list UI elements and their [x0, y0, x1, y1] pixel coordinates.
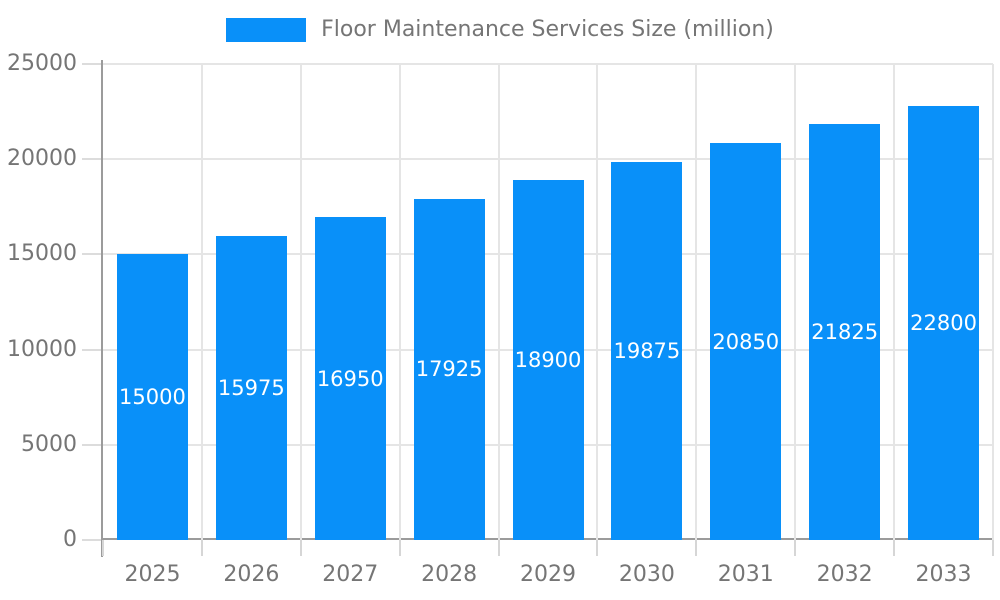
- bar-2027[interactable]: [314, 217, 386, 540]
- bar-2031[interactable]: [710, 143, 782, 540]
- gridline-vertical: [794, 64, 797, 540]
- bar-value-label: 15000: [119, 385, 186, 410]
- x-axis-tick-label: 2033: [915, 562, 972, 587]
- legend-label: Floor Maintenance Services Size (million…: [321, 17, 774, 42]
- bar-2028[interactable]: [413, 198, 485, 540]
- y-axis-tick-label: 20000: [7, 146, 77, 172]
- gridline-horizontal: [103, 63, 993, 65]
- bar-value-label: 17925: [415, 357, 483, 382]
- gridline-vertical: [596, 64, 599, 540]
- x-axis-tick: [794, 540, 797, 556]
- x-axis-tick: [596, 540, 599, 556]
- bar-value-label: 20850: [712, 329, 780, 354]
- y-axis-tick: [82, 443, 101, 446]
- x-axis-tick: [102, 540, 104, 556]
- bar-value-label: 15975: [217, 375, 285, 400]
- gridline-vertical: [200, 64, 203, 540]
- x-axis-tick: [497, 540, 500, 556]
- x-axis-tick-label: 2026: [223, 562, 280, 587]
- y-axis-tick: [82, 539, 101, 541]
- bar-2029[interactable]: [512, 180, 584, 540]
- bar-value-label: 19875: [613, 338, 681, 363]
- x-axis-tick: [893, 540, 896, 556]
- x-axis-tick-label: 2030: [618, 562, 675, 587]
- y-axis-tick-label: 15000: [7, 241, 77, 267]
- legend-swatch: [226, 17, 307, 42]
- x-axis-tick-label: 2032: [816, 562, 873, 587]
- x-axis-tick-label: 2025: [124, 562, 181, 587]
- y-axis-tick-label: 25000: [7, 51, 77, 76]
- y-axis-line: [101, 60, 103, 557]
- x-axis-tick-label: 2028: [421, 562, 478, 587]
- y-axis-tick: [82, 253, 101, 256]
- x-axis-tick-label: 2027: [322, 562, 379, 587]
- x-axis-tick: [992, 540, 994, 556]
- gridline-vertical: [893, 64, 896, 540]
- plot-area: 0 5000 10000 15000 20000 25000 15000 2025 15975 2…: [7, 51, 994, 587]
- gridline-vertical: [398, 64, 401, 540]
- x-axis-tick: [299, 540, 302, 556]
- bar-2032[interactable]: [809, 124, 881, 540]
- x-axis-tick: [398, 540, 401, 556]
- y-axis-tick: [82, 348, 101, 351]
- y-axis-tick: [82, 158, 101, 161]
- y-axis-tick-label: 5000: [21, 431, 77, 457]
- x-axis-tick-label: 2029: [520, 562, 576, 587]
- x-axis-tick: [200, 540, 203, 556]
- x-axis-tick: [695, 540, 698, 556]
- y-axis-tick-label: 0: [63, 527, 77, 552]
- bar-value-label: 16950: [316, 366, 384, 391]
- gridline-vertical: [695, 64, 698, 540]
- gridline-vertical: [299, 64, 302, 540]
- x-axis-tick-label: 2031: [717, 562, 774, 587]
- gridline-horizontal: [103, 158, 993, 161]
- bar-value-label: 22800: [910, 310, 977, 335]
- bar-2030[interactable]: [611, 161, 683, 540]
- bar-value-label: 18900: [514, 348, 582, 373]
- gridline-vertical: [497, 64, 500, 540]
- gridline-vertical: [992, 64, 994, 540]
- legend[interactable]: Floor Maintenance Services Size (million…: [0, 17, 1000, 42]
- y-axis-tick-label: 10000: [7, 336, 77, 362]
- y-axis-tick: [82, 63, 101, 65]
- bar-2033[interactable]: [908, 105, 980, 540]
- bar-2026[interactable]: [215, 235, 287, 540]
- bar-value-label: 21825: [811, 320, 879, 345]
- bar-2025[interactable]: [116, 254, 188, 540]
